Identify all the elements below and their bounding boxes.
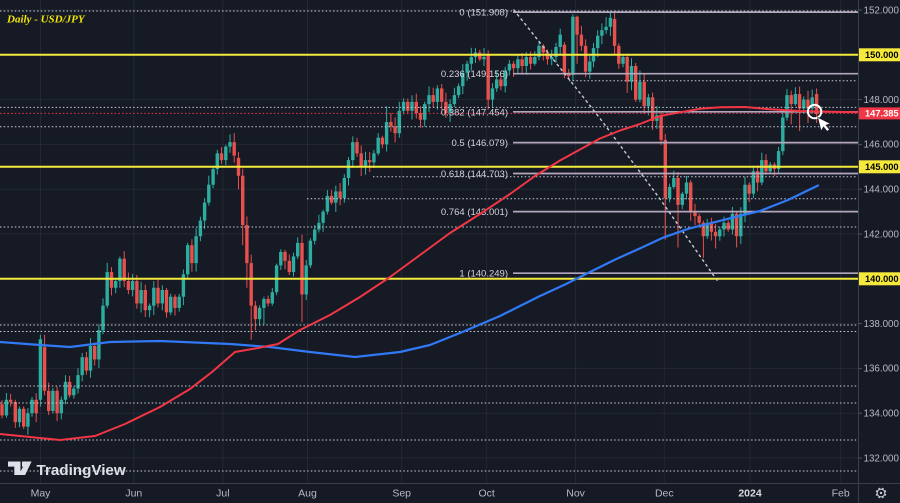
svg-text:0.618 (144.703): 0.618 (144.703): [441, 169, 508, 180]
svg-text:145.000: 145.000: [865, 162, 899, 172]
svg-text:0.5 (146.079): 0.5 (146.079): [451, 138, 508, 149]
svg-text:Jun: Jun: [125, 488, 142, 500]
svg-text:Sep: Sep: [392, 488, 411, 500]
svg-text:147.385: 147.385: [865, 109, 899, 119]
svg-text:2024: 2024: [738, 488, 762, 500]
svg-text:136.000: 136.000: [864, 364, 900, 375]
svg-text:Daily - USD/JPY: Daily - USD/JPY: [6, 14, 86, 26]
svg-text:152.000: 152.000: [864, 5, 900, 16]
svg-text:134.000: 134.000: [864, 409, 900, 420]
svg-text:146.000: 146.000: [864, 140, 900, 151]
svg-text:Dec: Dec: [655, 488, 674, 500]
svg-text:Feb: Feb: [832, 488, 850, 500]
svg-text:0.236 (149.156): 0.236 (149.156): [441, 69, 508, 80]
svg-text:1 (140.249): 1 (140.249): [459, 269, 508, 280]
svg-text:144.000: 144.000: [864, 185, 900, 196]
svg-text:140.000: 140.000: [865, 274, 899, 284]
svg-text:0.764 (143.001): 0.764 (143.001): [441, 207, 508, 218]
svg-text:148.000: 148.000: [864, 95, 900, 106]
svg-text:May: May: [31, 488, 52, 500]
svg-text:Nov: Nov: [566, 488, 585, 500]
svg-text:138.000: 138.000: [864, 319, 900, 330]
svg-text:TradingView: TradingView: [37, 462, 126, 479]
svg-text:Jul: Jul: [216, 488, 229, 500]
svg-text:Oct: Oct: [479, 488, 495, 500]
svg-text:0.382 (147.454): 0.382 (147.454): [441, 107, 508, 118]
svg-text:0 (151.908): 0 (151.908): [459, 8, 508, 19]
svg-text:142.000: 142.000: [864, 229, 900, 240]
svg-text:Aug: Aug: [298, 488, 317, 500]
svg-text:132.000: 132.000: [864, 453, 900, 464]
svg-text:150.000: 150.000: [865, 50, 899, 60]
